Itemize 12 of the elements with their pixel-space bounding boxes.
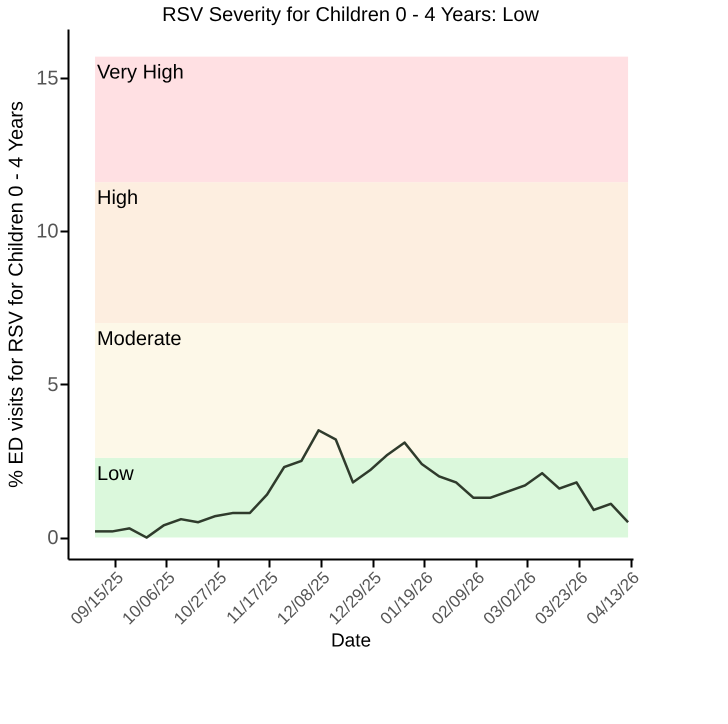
y-tick-label: 15 [36, 68, 58, 90]
band-label: Low [97, 462, 134, 485]
y-tick-label: 10 [36, 220, 58, 243]
y-tick-label: 0 [47, 527, 58, 550]
band-label: Moderate [97, 328, 182, 350]
x-axis-title: Date [330, 630, 372, 652]
band-label: High [97, 187, 138, 210]
y-axis-title: % ED visits for RSV for Children 0 - 4 Years [5, 101, 28, 488]
band-label: Very High [97, 62, 184, 84]
line-series [94, 429, 630, 539]
chart-title: RSV Severity for Children 0 - 4 Years: Low [162, 4, 540, 26]
y-tick-label: 5 [47, 374, 58, 396]
